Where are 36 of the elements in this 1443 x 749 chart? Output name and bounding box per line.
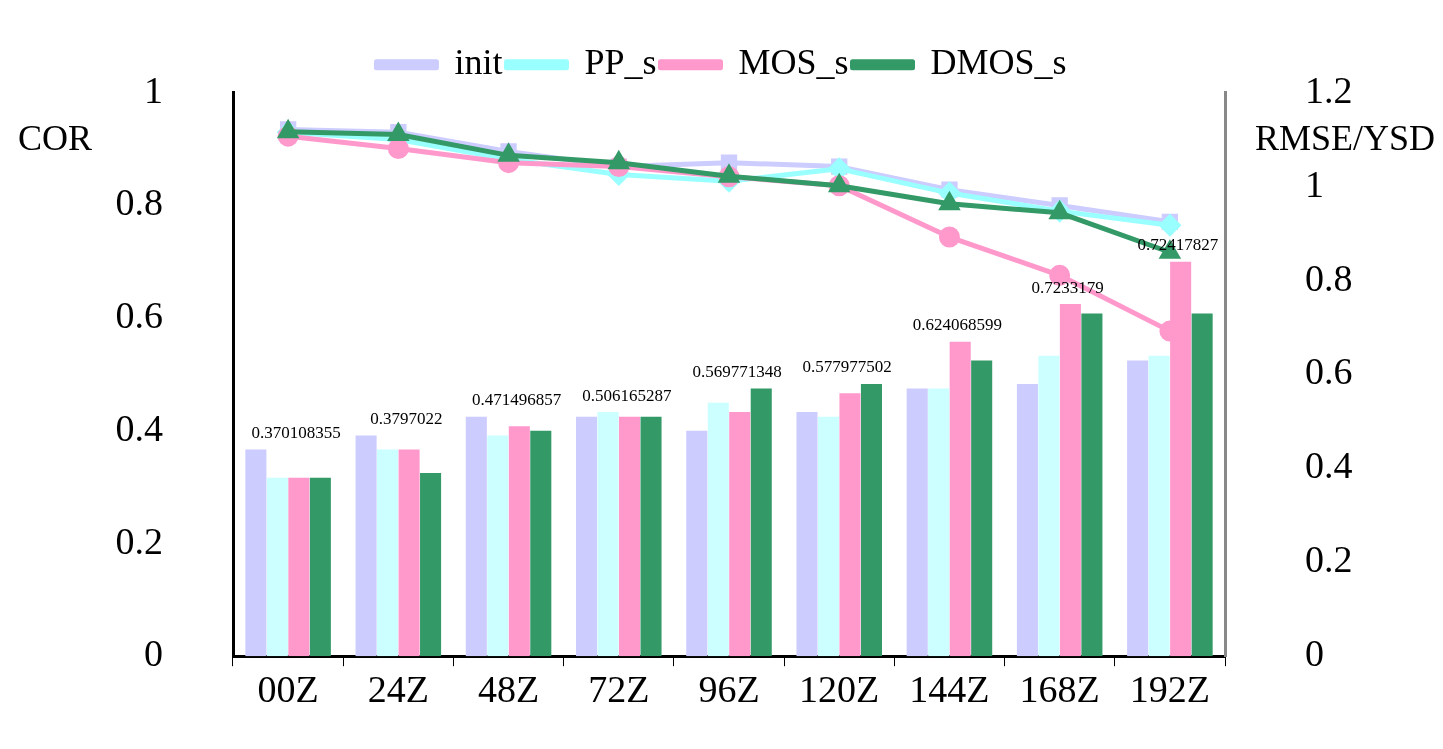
x-tick-label: 72Z bbox=[588, 667, 650, 710]
annotation: 0.7233179 bbox=[1031, 277, 1104, 297]
legend-label: MOS_s bbox=[738, 42, 849, 83]
y2-tick-label: 0.6 bbox=[1305, 350, 1353, 393]
x-tick-label: 120Z bbox=[799, 667, 880, 710]
y-axis-title: COR bbox=[18, 118, 93, 159]
y-tick-label: 0.2 bbox=[115, 519, 163, 562]
y-tick-label: 0.6 bbox=[115, 294, 163, 337]
annotation: 0.569771348 bbox=[692, 362, 782, 382]
legend-label: init bbox=[454, 42, 503, 83]
y-tick-label: 0.4 bbox=[115, 406, 163, 449]
annotation: 0.3797022 bbox=[370, 409, 443, 428]
y2-tick-label: 0.4 bbox=[1305, 444, 1353, 487]
y2-tick-label: 0.8 bbox=[1305, 256, 1353, 299]
y2-axis-title: RMSE/YSD bbox=[1254, 118, 1435, 159]
x-tick-label: 144Z bbox=[909, 667, 990, 710]
y2-tick-label: 1 bbox=[1305, 162, 1324, 205]
annotation: 0.624068599 bbox=[912, 315, 1003, 335]
y2-tick-label: 0.2 bbox=[1305, 538, 1353, 581]
annotation: 0.506165287 bbox=[582, 385, 672, 405]
y-tick-label: 1 bbox=[144, 68, 163, 111]
legend-label: PP_s bbox=[584, 42, 657, 83]
y-tick-label: 0.8 bbox=[115, 181, 163, 224]
y2-tick-label: 0 bbox=[1305, 632, 1324, 675]
annotation: 0.577977502 bbox=[802, 357, 892, 377]
legend-label: DMOS_s bbox=[930, 42, 1067, 83]
x-tick-label: 168Z bbox=[1019, 667, 1100, 710]
y-tick-label: 0 bbox=[144, 632, 163, 675]
x-tick-label: 00Z bbox=[257, 667, 319, 710]
x-tick-label: 48Z bbox=[477, 667, 540, 710]
x-tick-label: 96Z bbox=[698, 667, 760, 710]
y2-tick-label: 1.2 bbox=[1305, 68, 1353, 111]
x-tick-label: 192Z bbox=[1129, 667, 1210, 710]
x-tick-label: 24Z bbox=[367, 667, 429, 710]
annotation: 0.370108355 bbox=[251, 423, 341, 443]
annotation: 0.471496857 bbox=[471, 390, 562, 410]
